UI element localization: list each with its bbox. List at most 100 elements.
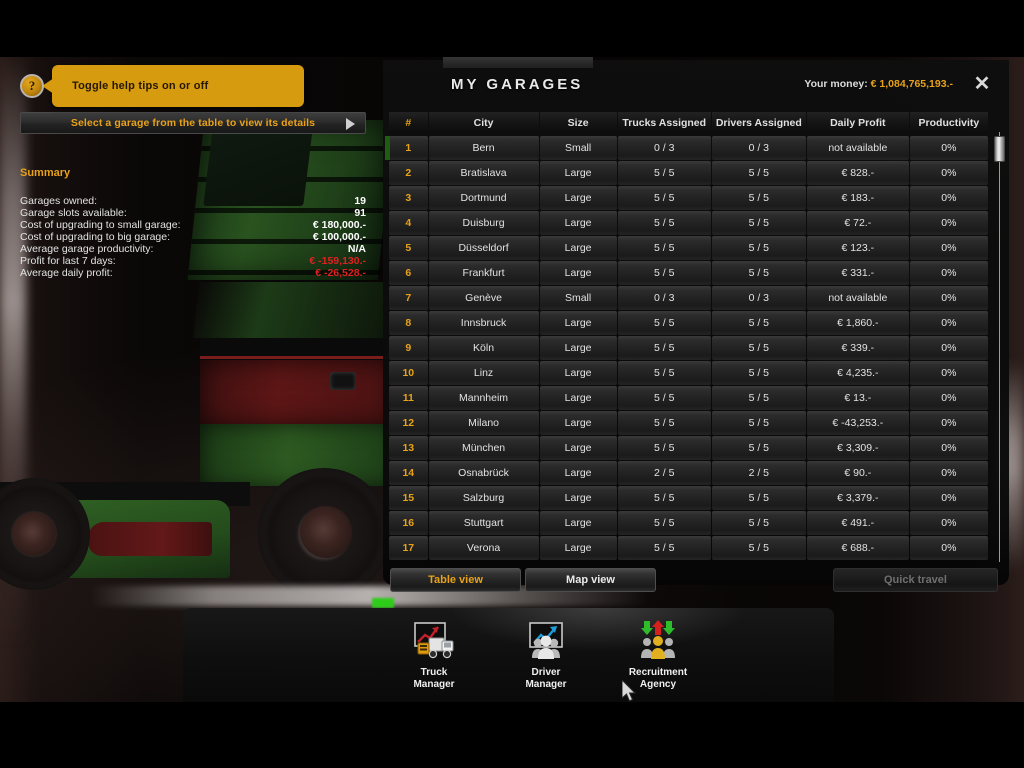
- row-cell-size: Large: [539, 210, 617, 235]
- row-cell-size: Small: [539, 135, 617, 160]
- row-cell-number: 5: [389, 235, 428, 260]
- column-header-productivity[interactable]: Productivity: [909, 112, 988, 134]
- column-header-city[interactable]: City: [428, 112, 539, 134]
- help-tooltip-arrow: [42, 78, 54, 94]
- row-cell-size: Large: [539, 335, 617, 360]
- quick-travel-button[interactable]: Quick travel: [833, 568, 998, 592]
- summary-row-value: 91: [354, 207, 366, 219]
- row-cell-size: Large: [539, 235, 617, 260]
- row-cell-productivity: 0%: [909, 510, 988, 535]
- row-cell-number: 3: [389, 185, 428, 210]
- scrollbar-thumb[interactable]: [994, 136, 1005, 162]
- column-header-size[interactable]: Size: [539, 112, 617, 134]
- row-cell-drivers-assigned: 5 / 5: [711, 485, 806, 510]
- money-display: Your money: € 1,084,765,193.-: [804, 78, 953, 90]
- row-cell-productivity: 0%: [909, 210, 988, 235]
- dock-item-driver-manager[interactable]: Driver Manager: [507, 618, 585, 691]
- map-view-button[interactable]: Map view: [525, 568, 656, 592]
- summary-row-value: 19: [354, 195, 366, 207]
- column-header-number[interactable]: #: [389, 112, 428, 134]
- row-cell-drivers-assigned: 5 / 5: [711, 335, 806, 360]
- row-cell-daily-profit: € 183.-: [806, 185, 909, 210]
- row-cell-trucks-assigned: 5 / 5: [617, 335, 711, 360]
- row-cell-trucks-assigned: 5 / 5: [617, 410, 711, 435]
- dock-label-recruitment-agency: Recruitment Agency: [629, 667, 687, 691]
- row-cell-productivity: 0%: [909, 235, 988, 260]
- truck-side-skirt-red-decal: [88, 522, 212, 556]
- scrollbar-track[interactable]: [999, 132, 1000, 562]
- row-cell-daily-profit: € 4,235.-: [806, 360, 909, 385]
- row-cell-trucks-assigned: 0 / 3: [617, 135, 711, 160]
- summary-row: Average daily profit: € -26,528.-: [20, 267, 366, 279]
- row-cell-drivers-assigned: 5 / 5: [711, 235, 806, 260]
- truck-door-red-panel: [200, 360, 395, 426]
- row-cell-trucks-assigned: 5 / 5: [617, 485, 711, 510]
- row-cell-trucks-assigned: 5 / 5: [617, 235, 711, 260]
- row-cell-trucks-assigned: 5 / 5: [617, 260, 711, 285]
- row-cell-drivers-assigned: 5 / 5: [711, 260, 806, 285]
- row-cell-city: Mannheim: [428, 385, 539, 410]
- row-cell-number: 12: [389, 410, 428, 435]
- row-cell-number: 9: [389, 335, 428, 360]
- row-cell-productivity: 0%: [909, 385, 988, 410]
- chevron-right-icon[interactable]: [346, 118, 355, 130]
- row-cell-size: Large: [539, 185, 617, 210]
- row-cell-daily-profit: € 3,379.-: [806, 485, 909, 510]
- row-cell-drivers-assigned: 5 / 5: [711, 385, 806, 410]
- summary-row-label: Garage slots available:: [20, 207, 127, 219]
- row-cell-trucks-assigned: 5 / 5: [617, 385, 711, 410]
- row-cell-daily-profit: € 1,860.-: [806, 310, 909, 335]
- column-header-trucks[interactable]: Trucks Assigned: [617, 112, 711, 134]
- row-cell-number: 11: [389, 385, 428, 410]
- close-icon[interactable]: ✕: [973, 73, 991, 95]
- summary-row-label: Average garage productivity:: [20, 243, 154, 255]
- question-mark-icon[interactable]: ?: [20, 74, 44, 98]
- table-view-button[interactable]: Table view: [390, 568, 521, 592]
- column-header-drivers[interactable]: Drivers Assigned: [711, 112, 806, 134]
- row-cell-city: Bratislava: [428, 160, 539, 185]
- row-cell-size: Large: [539, 435, 617, 460]
- dock-item-truck-manager[interactable]: Truck Manager: [395, 618, 473, 691]
- row-cell-number: 6: [389, 260, 428, 285]
- mouse-cursor: [621, 678, 638, 709]
- row-cell-size: Large: [539, 385, 617, 410]
- column-header-daily-profit[interactable]: Daily Profit: [806, 112, 909, 134]
- row-cell-drivers-assigned: 5 / 5: [711, 360, 806, 385]
- row-cell-productivity: 0%: [909, 160, 988, 185]
- dock-item-recruitment-agency[interactable]: Recruitment Agency: [619, 618, 697, 691]
- row-selection-marker: [385, 135, 390, 160]
- row-cell-city: Dortmund: [428, 185, 539, 210]
- row-cell-size: Large: [539, 535, 617, 560]
- dock-label-line1: Truck: [420, 667, 448, 678]
- row-cell-number: 4: [389, 210, 428, 235]
- dock-label-line1: Driver: [531, 667, 561, 678]
- row-cell-daily-profit: € 13.-: [806, 385, 909, 410]
- row-cell-daily-profit: € -43,253.-: [806, 410, 909, 435]
- select-garage-hint[interactable]: Select a garage from the table to view i…: [20, 112, 366, 134]
- row-cell-size: Small: [539, 285, 617, 310]
- row-cell-trucks-assigned: 5 / 5: [617, 310, 711, 335]
- row-cell-city: Düsseldorf: [428, 235, 539, 260]
- row-cell-drivers-assigned: 5 / 5: [711, 535, 806, 560]
- truck-mirror: [330, 372, 356, 390]
- truck-rear-hub: [300, 506, 352, 558]
- dock-label-line1: Recruitment: [628, 667, 688, 678]
